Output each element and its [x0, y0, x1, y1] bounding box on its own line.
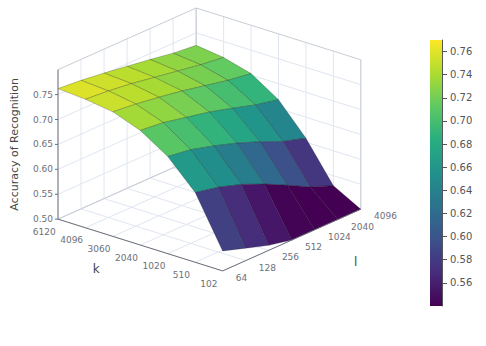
svg-text:0.66: 0.66 [450, 162, 472, 173]
svg-text:0.62: 0.62 [450, 208, 472, 219]
svg-text:0.65: 0.65 [33, 139, 53, 149]
svg-text:4096: 4096 [374, 211, 397, 221]
svg-text:k: k [93, 262, 100, 276]
svg-text:510: 510 [173, 270, 190, 280]
svg-text:4096: 4096 [60, 235, 83, 245]
svg-text:3060: 3060 [88, 244, 111, 254]
svg-text:2040: 2040 [115, 253, 138, 263]
svg-text:0.70: 0.70 [33, 115, 53, 125]
svg-text:0.60: 0.60 [33, 164, 53, 174]
svg-text:0.76: 0.76 [450, 46, 472, 57]
svg-text:64: 64 [236, 273, 248, 283]
svg-text:Accuracy of Recognition: Accuracy of Recognition [8, 78, 21, 211]
svg-text:0.74: 0.74 [450, 69, 472, 80]
svg-text:0.64: 0.64 [450, 185, 472, 196]
svg-text:0.50: 0.50 [33, 214, 53, 224]
svg-text:0.56: 0.56 [450, 277, 472, 288]
svg-text:6120: 6120 [33, 227, 56, 237]
svg-text:0.60: 0.60 [450, 231, 472, 242]
svg-text:128: 128 [259, 263, 276, 273]
svg-text:2040: 2040 [351, 222, 374, 232]
svg-text:0.70: 0.70 [450, 115, 472, 126]
svg-text:1020: 1020 [143, 261, 166, 271]
svg-text:0.58: 0.58 [450, 254, 472, 265]
svg-text:0.75: 0.75 [33, 90, 53, 100]
svg-text:1024: 1024 [328, 232, 351, 242]
svg-text:256: 256 [282, 252, 299, 262]
svg-text:0.72: 0.72 [450, 92, 472, 103]
svg-text:512: 512 [305, 242, 322, 252]
svg-text:102: 102 [200, 279, 217, 289]
svg-text:l: l [354, 255, 357, 269]
svg-text:0.68: 0.68 [450, 139, 472, 150]
svg-text:0.55: 0.55 [33, 189, 53, 199]
